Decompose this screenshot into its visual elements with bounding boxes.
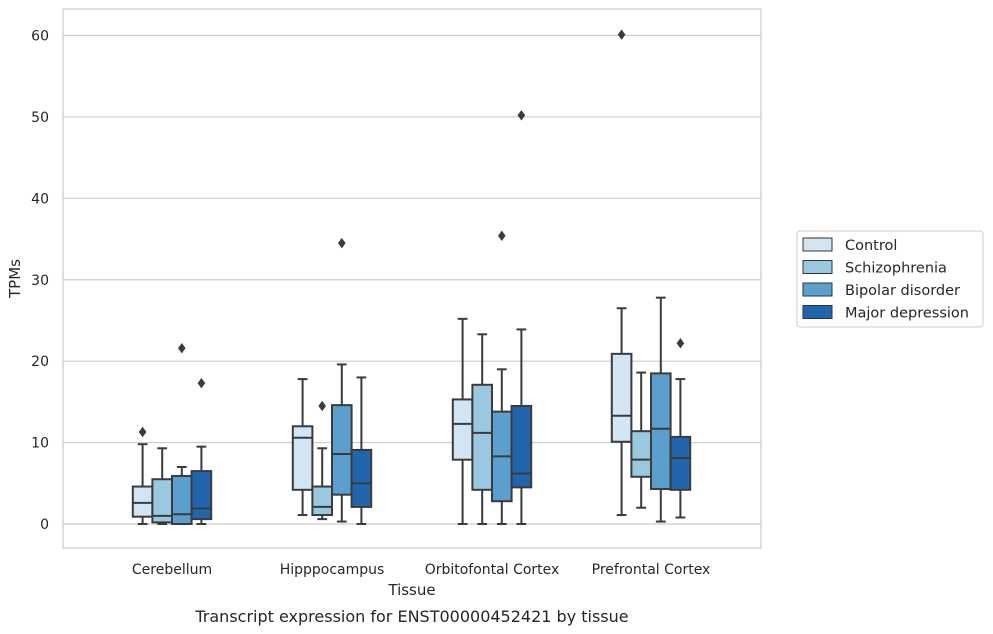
box-body — [451, 398, 474, 461]
box-body — [291, 425, 314, 491]
box-groups — [131, 29, 692, 526]
legend-label: Control — [845, 238, 897, 254]
outlier-point — [197, 377, 206, 389]
plot-area-frame — [62, 8, 762, 549]
box-2-3 — [510, 110, 533, 525]
box-body — [131, 485, 154, 518]
box-body — [630, 430, 653, 478]
box-body — [331, 404, 353, 496]
legend-swatch — [802, 237, 833, 252]
box-body — [311, 485, 333, 517]
box-1-1 — [311, 400, 333, 521]
outlier-point — [617, 29, 626, 40]
legend-swatch — [802, 260, 833, 274]
box-3-3 — [669, 338, 692, 519]
y-tick-label: 10 — [31, 436, 49, 452]
legend-label: Schizophrenia — [845, 261, 947, 277]
box-body — [190, 470, 213, 521]
y-tick-label: 30 — [31, 273, 49, 289]
y-tick-label: 0 — [40, 517, 49, 533]
outlier-point — [676, 338, 685, 349]
x-axis-ticks: Cerebellum Hipppocampus Orbitofontal Corte… — [132, 562, 710, 578]
legend-label: Major depression — [845, 306, 969, 322]
box-body — [669, 435, 692, 491]
y-axis-ticks: 0 10 20 30 40 50 60 — [31, 29, 49, 534]
box-1-2 — [331, 237, 353, 523]
box-body — [471, 383, 493, 491]
outlier-point — [138, 426, 147, 438]
x-tick-label: Cerebellum — [132, 562, 212, 578]
box-body — [650, 372, 672, 490]
x-tick-label: Orbitofontal Cortex — [425, 562, 560, 578]
box-body — [610, 352, 633, 443]
box-0-3 — [190, 377, 213, 525]
chart-caption: Transcript expression for ENST0000045242… — [194, 607, 628, 626]
box-body — [510, 404, 533, 489]
outlier-point — [318, 400, 326, 412]
outlier-point — [517, 110, 526, 121]
x-tick-label: Prefrontal Cortex — [592, 562, 711, 578]
box-3-0 — [610, 29, 633, 517]
y-tick-label: 20 — [31, 354, 49, 370]
box-1-3 — [350, 376, 373, 525]
y-tick-label: 40 — [31, 191, 49, 207]
x-axis-title: Tissue — [387, 581, 435, 599]
y-tick-label: 50 — [31, 110, 49, 126]
outlier-point — [498, 230, 506, 241]
legend-swatch — [802, 282, 833, 297]
box-body — [350, 448, 373, 508]
box-body — [171, 474, 193, 526]
legend-frame — [796, 230, 984, 328]
legend-label: Bipolar disorder — [845, 283, 960, 299]
outlier-point — [338, 237, 346, 249]
box-1-0 — [291, 378, 314, 517]
y-tick-label: 60 — [31, 29, 49, 45]
x-tick-label: Hipppocampus — [280, 562, 385, 578]
outlier-point — [178, 342, 186, 354]
legend: Control Schizophrenia Bipolar disorder Majo… — [796, 230, 984, 328]
legend-swatch — [802, 305, 833, 319]
box-3-2 — [650, 296, 672, 523]
y-axis-title: TPMs — [6, 259, 24, 299]
